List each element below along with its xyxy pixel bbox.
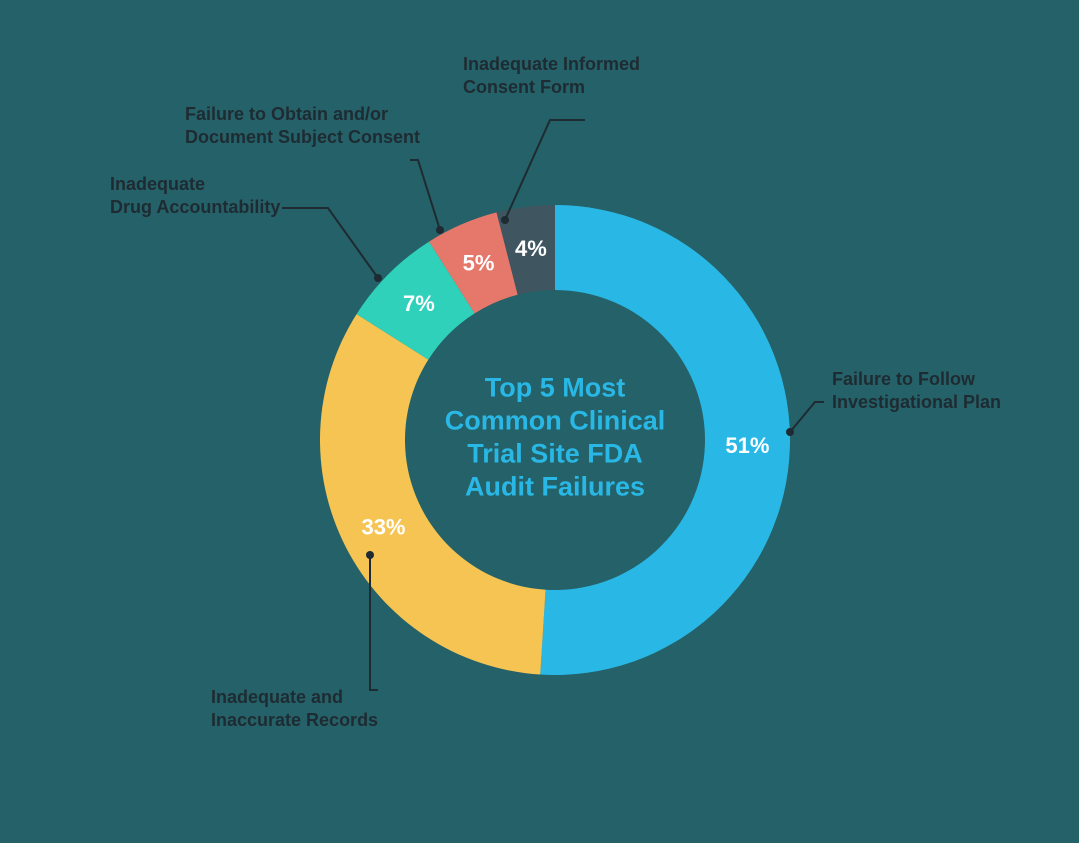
- donut-chart-svg: 51% 33% 7% 5% 4% Top 5 MostCommon ClinicalTri…: [0, 0, 1079, 843]
- leader-dot-subject-consent: [436, 226, 444, 234]
- ext-label-inadequate-records: Inadequate and Inaccurate Records: [211, 686, 378, 731]
- leader-dot-informed-consent-form: [501, 216, 509, 224]
- pct-label-failure-follow-plan: 51%: [725, 433, 769, 458]
- leader-subject-consent: [410, 160, 440, 230]
- pct-label-inadequate-records: 33%: [361, 514, 405, 539]
- leader-dot-inadequate-records: [366, 551, 374, 559]
- ext-label-informed-consent-form: Inadequate Informed Consent Form: [463, 53, 640, 98]
- leader-dot-failure-follow-plan: [786, 428, 794, 436]
- ext-label-subject-consent: Failure to Obtain and/or Document Subjec…: [185, 103, 420, 148]
- chart-stage: 51% 33% 7% 5% 4% Top 5 MostCommon ClinicalTri…: [0, 0, 1079, 843]
- leader-drug-accountability: [282, 208, 378, 278]
- ext-label-failure-follow-plan: Failure to Follow Investigational Plan: [832, 368, 1001, 413]
- leader-failure-follow-plan: [790, 402, 824, 432]
- pct-label-informed-consent-form: 4%: [515, 236, 547, 261]
- ext-label-drug-accountability: Inadequate Drug Accountability: [110, 173, 280, 218]
- pct-label-subject-consent: 5%: [463, 250, 495, 275]
- center-title: Top 5 MostCommon ClinicalTrial Site FDAA…: [445, 373, 666, 502]
- pct-label-drug-accountability: 7%: [403, 291, 435, 316]
- leader-dot-drug-accountability: [374, 274, 382, 282]
- leader-informed-consent-form: [505, 120, 585, 220]
